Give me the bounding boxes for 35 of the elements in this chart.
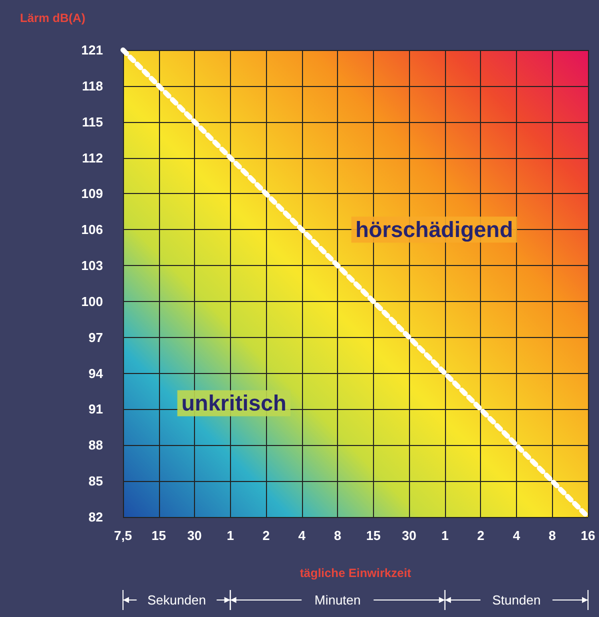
annotation: hörschädigend [355, 217, 514, 242]
x-tick-label: 30 [187, 528, 202, 543]
y-axis-title: Lärm dB(A) [20, 11, 86, 25]
x-tick-label: 8 [548, 528, 556, 543]
y-tick-label: 118 [82, 78, 103, 94]
y-tick-label: 106 [81, 222, 103, 238]
x-tick-label: 30 [402, 528, 416, 543]
y-tick-label: 115 [82, 114, 103, 130]
text: Sekunden [147, 592, 206, 608]
y-tick-label: 97 [88, 330, 103, 345]
y-tick-label: 100 [81, 294, 103, 309]
x-tick-label: 4 [512, 528, 521, 543]
x-tick-label: 15 [366, 528, 381, 543]
y-tick-label: 85 [88, 474, 103, 489]
text: Stunden [492, 592, 541, 608]
y-tick-label: 91 [88, 402, 103, 417]
y-tick-label: 109 [81, 186, 103, 202]
x-tick-label: 4 [298, 528, 306, 543]
y-tick-label: 121 [81, 42, 103, 58]
annotation: unkritisch [181, 390, 286, 416]
x-tick-label: 1 [441, 528, 449, 543]
x-tick-label: 7,5 [114, 528, 132, 543]
x-axis-title: tägliche Einwirkzeit [300, 566, 412, 580]
text: Minuten [314, 592, 361, 608]
x-tick-label: 8 [334, 528, 342, 543]
x-tick-label: 1 [226, 528, 234, 543]
x-tick-label: 2 [477, 528, 484, 543]
y-tick-label: 112 [82, 150, 103, 166]
y-tick-label: 88 [88, 438, 103, 453]
x-tick-label: 2 [262, 528, 270, 543]
y-tick-label: 82 [88, 510, 103, 524]
x-tick-label: 15 [152, 528, 166, 543]
y-tick-label: 94 [88, 366, 104, 381]
x-tick-label: 16 [580, 528, 596, 543]
y-tick-label: 103 [81, 258, 103, 274]
